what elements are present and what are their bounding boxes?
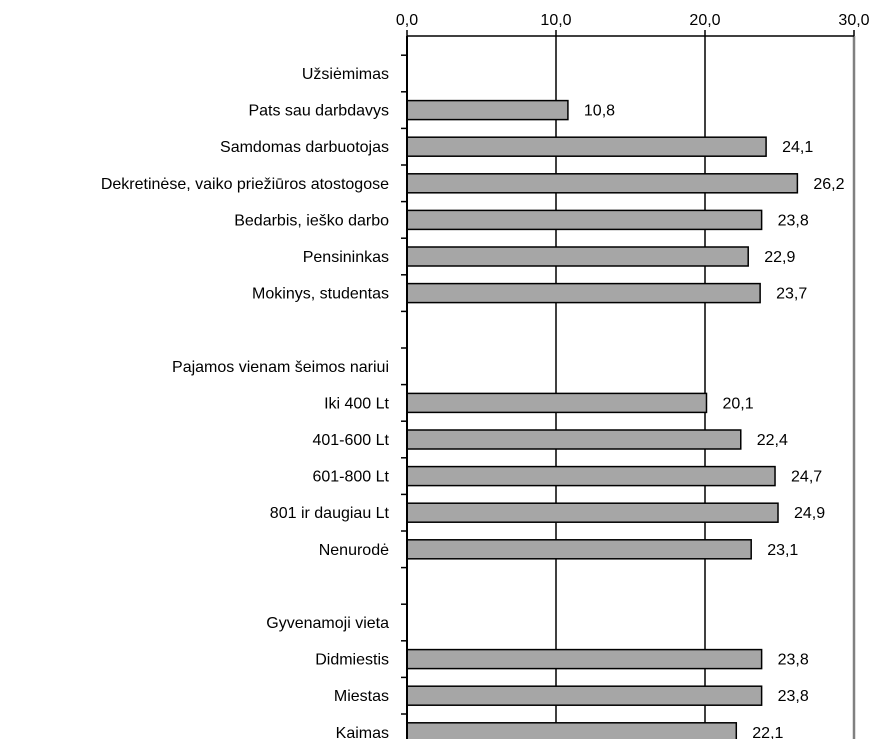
data-label: 22,1	[752, 725, 783, 739]
data-label: 24,1	[782, 139, 813, 156]
category-label: Kaimas	[336, 725, 389, 739]
category-label: Samdomas darbuotojas	[220, 139, 389, 156]
category-labels: Užsiėmimas Pats sau darbdavys Samdomas dar…	[101, 66, 390, 739]
bar	[406, 392, 708, 414]
category-label: Bedarbis, ieško darbo	[234, 212, 389, 229]
data-label: 23,8	[778, 652, 809, 669]
category-label: Pajamos vienam šeimos nariui	[172, 359, 389, 376]
data-label: 24,9	[794, 505, 825, 522]
bar	[406, 246, 749, 267]
x-tick-label: 10,0	[540, 12, 571, 29]
category-label: Didmiestis	[315, 652, 389, 669]
bar	[406, 136, 767, 157]
bar	[406, 209, 763, 231]
category-label: Gyvenamoji vieta	[266, 615, 389, 632]
data-label: 23,8	[778, 688, 809, 705]
bar	[406, 173, 799, 194]
data-label: 23,1	[767, 542, 798, 559]
category-label: Iki 400 Lt	[324, 395, 389, 412]
bar	[406, 648, 763, 670]
category-label: Nenurodė	[319, 542, 389, 559]
x-tick-label: 20,0	[689, 12, 720, 29]
x-tick-label: 30,0	[838, 12, 869, 29]
category-label: Užsiėmimas	[302, 66, 389, 83]
bar	[406, 685, 763, 706]
category-label: Dekretinėse, vaiko priežiūros atostogose	[101, 176, 389, 193]
category-label: 801 ir daugiau Lt	[270, 505, 390, 522]
data-label: 24,7	[791, 469, 822, 486]
bar	[406, 429, 742, 450]
bar	[406, 99, 569, 121]
x-tick-labels: 0,0 10,0 20,0 30,0	[396, 12, 870, 29]
data-label: 22,9	[764, 249, 795, 266]
data-label: 26,2	[813, 176, 844, 193]
data-label: 10,8	[584, 103, 615, 120]
bar	[406, 282, 761, 304]
category-label: Pats sau darbdavys	[248, 103, 389, 120]
x-tick-label: 0,0	[396, 12, 418, 29]
axes	[401, 30, 855, 739]
category-label: Pensininkas	[303, 249, 389, 266]
bar	[406, 539, 752, 560]
data-label: 23,7	[776, 286, 807, 303]
bar	[406, 465, 776, 487]
category-label: 601-800 Lt	[312, 469, 389, 486]
value-labels: 10,8 24,1 26,2 23,8 22,9 23,7 20,1 22,4 24,7 24,9…	[584, 103, 845, 739]
bars	[406, 99, 799, 739]
data-label: 20,1	[722, 395, 753, 412]
category-label: 401-600 Lt	[312, 432, 389, 449]
bar	[406, 502, 779, 523]
category-label: Miestas	[334, 688, 389, 705]
bar	[406, 722, 738, 739]
data-label: 22,4	[757, 432, 788, 449]
category-label: Mokinys, studentas	[252, 286, 389, 303]
data-label: 23,8	[778, 212, 809, 229]
